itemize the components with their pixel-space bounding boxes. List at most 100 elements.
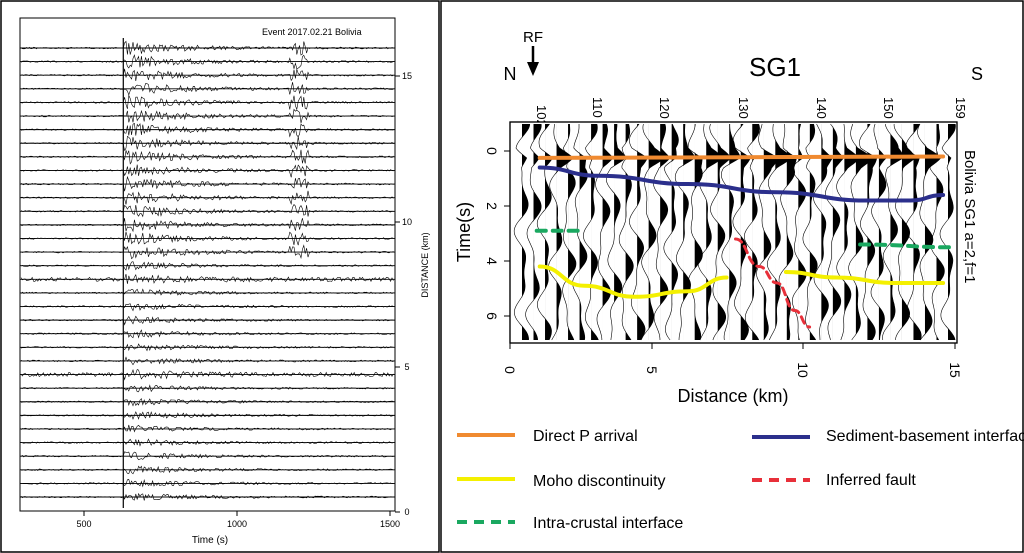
rf-trace-fill [683,124,695,340]
rf-y-tick: 4 [484,257,500,265]
station-tick: 140 [814,97,829,119]
rf-trace-fill [637,124,648,340]
legend-label: Sediment-basement interface [826,428,1024,445]
rf-y-tick: 2 [484,202,500,210]
rf-trace [628,123,648,341]
station-tick: 120 [657,97,672,119]
left-y-tick: 10 [402,217,412,227]
station-tick: 150 [881,97,896,119]
interpretation-line-sediment-basement-interface [537,165,946,203]
legend-item-inferred-fault: Inferred fault [752,472,916,489]
rf-trace-fill [660,124,670,340]
interpretation-line-direct-p-arrival [537,154,946,160]
rf-trace [513,123,531,340]
section-title: SG1 [749,52,801,82]
rf-trace-fill [855,124,873,340]
left-x-axis-label: Time (s) [192,535,228,546]
legend-item-sediment-basement: Sediment-basement interface [752,428,1024,445]
rf-x-axis: 0 5 10 15 Distance (km) [502,343,963,406]
interpretation-line-moho-discontinuity-south [783,270,946,286]
rf-trace [802,123,818,341]
north-label: N [504,64,517,84]
rf-trace-fill [591,124,599,340]
legend-item-direct-p: Direct P arrival [457,428,638,445]
rf-trace [939,123,956,341]
rf-trace [778,123,797,341]
rf-trace [525,123,542,341]
rf-trace-fill [821,124,833,340]
rf-trace [709,123,732,341]
seismogram-traces [20,38,395,508]
rf-x-axis-label: Distance (km) [677,386,788,406]
rf-trace [813,123,833,341]
left-panel-border [0,0,440,553]
rf-trace [905,123,922,341]
rf-label: RF [523,29,543,46]
right-panel-border [440,0,1024,553]
rf-trace-fill [901,124,916,340]
rf-trace-fill [533,124,542,340]
interpretation-line-inferred-fault [734,237,812,329]
legend-label: Direct P arrival [533,428,638,445]
rf-trace [583,123,599,341]
rf-trace-fill [602,124,613,340]
left-y-axis-label: DISTANCE (km) [420,232,430,297]
rf-trace [595,123,614,341]
interpretation-line-moho-discontinuity [537,264,729,299]
south-label: S [971,64,983,84]
rf-trace-fill [913,124,922,340]
rf-x-tick: 15 [947,362,963,378]
rf-trace [743,123,760,341]
left-x-axis: 500 1000 1500 Time (s) [76,511,400,546]
event-label: Event 2017.02.21 Bolivia [262,27,362,37]
right-panel: SG1 N S RF 102 110 120 130 140 150 159 [454,29,1024,532]
legend-label: Intra-crustal interface [533,515,683,532]
interpretation-lines [534,154,957,329]
rf-trace-fill [717,124,731,340]
legend-item-moho: Moho discontinuity [457,473,666,490]
rf-trace [618,123,634,341]
rf-trace [882,123,904,341]
station-ticks: 102 110 120 130 140 150 159 [534,97,968,127]
rf-trace [870,123,887,341]
legend-label: Moho discontinuity [533,473,666,490]
station-tick: 159 [953,97,968,119]
rf-x-tick: 0 [502,366,518,374]
rf-trace [825,123,844,341]
rf-x-tick: 5 [644,366,660,374]
rf-trace-fill [832,124,844,340]
rf-trace [720,124,741,341]
rf-trace [791,123,807,341]
rf-arrow-icon [527,46,539,76]
rf-trace [732,123,751,341]
rf-trace-fill [614,124,626,340]
station-tick: 102 [534,105,549,127]
rf-trace-fill [579,124,588,340]
rf-trace [674,123,696,341]
rf-trace-fill [924,124,941,340]
left-y-tick: 5 [404,362,409,372]
rf-y-axis-label: Time(s) [454,202,474,262]
left-x-tick: 1000 [227,519,247,529]
left-x-tick: 500 [76,519,91,529]
rf-trace-fill [786,124,797,340]
station-tick: 110 [590,97,605,118]
rf-y-tick: 0 [484,147,500,155]
rf-trace-fill [890,124,904,340]
rf-trace [562,123,577,341]
station-tick: 130 [736,97,751,119]
rf-trace [893,124,916,341]
rf-trace [917,123,942,341]
rf-trace-fill [694,124,703,340]
legend-label: Inferred fault [826,472,916,489]
left-y-tick: 0 [404,507,409,517]
rf-trace [653,123,671,341]
rf-trace [606,124,627,341]
rf-trace [859,123,878,341]
rf-trace-fill [729,124,741,340]
rf-y-axis: 0 2 4 6 Time(s) [454,147,510,320]
left-x-tick: 1500 [380,519,400,529]
rf-trace [929,123,945,341]
rf-trace-fill [671,124,679,340]
rf-y-tick: 6 [484,312,500,320]
